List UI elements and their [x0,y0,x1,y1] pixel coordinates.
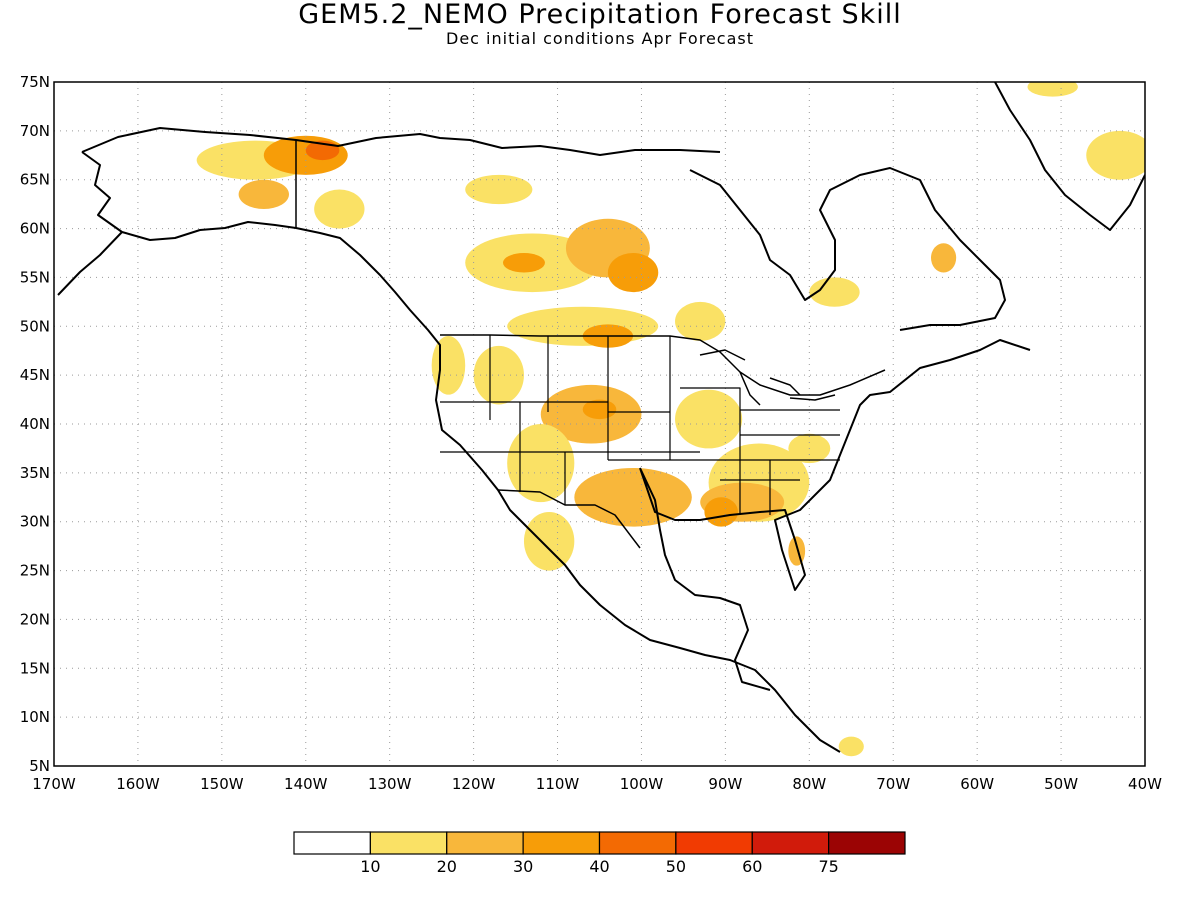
latitude-axis-labels: 75N 70N 65N 60N 55N 50N 45N 40N 35N 30N 25N 20N 15N 1… [20,73,50,775]
skill-region-alberta-core [502,253,545,273]
skill-region-new-mexico-texas [574,467,692,527]
great-lakes [699,349,836,406]
skill-region-caribbean-south [838,736,864,757]
lon-tick-label: 170W [32,775,76,793]
skill-region-alaska-interior [238,179,289,210]
lat-tick-label: 10N [20,708,50,726]
lat-tick-label: 15N [20,659,50,677]
lon-tick-label: 110W [536,775,580,793]
colorbar-label: 40 [589,857,609,876]
colorbar-label: 50 [666,857,686,876]
coastline-aleutians [57,231,123,296]
colorbar-swatch [598,831,677,855]
lat-tick-label: 5N [29,757,50,775]
colorbar-swatch [446,831,524,855]
lon-tick-label: 160W [116,775,160,793]
lon-tick-label: 70W [876,775,910,793]
lon-tick-label: 80W [792,775,826,793]
lat-tick-label: 60N [20,220,50,238]
coastline-greenland [994,82,1145,231]
lat-tick-label: 75N [20,73,50,91]
coastline-gulf-atlantic [639,339,1031,691]
lon-tick-label: 40W [1128,775,1162,793]
map-subtitle: Dec initial conditions Apr Forecast [446,29,754,48]
lon-tick-label: 60W [960,775,994,793]
us-state-lines [440,335,840,515]
coastlines-and-borders [57,82,1145,753]
lat-tick-label: 25N [20,562,50,580]
longitude-axis-labels: 170W 160W 150W 140W 130W 120W 110W 100W 90W 80W 70… [32,775,1162,793]
colorbar-label: 20 [437,857,457,876]
skill-region-greenland-east [1086,130,1145,180]
colorbar-label: 75 [818,857,838,876]
coastline-arctic [81,127,721,156]
skill-region-pacific-northwest [431,336,466,395]
lat-tick-label: 35N [20,464,50,482]
coastline-hudson-bay [689,167,1006,331]
skill-region-louisiana-core [704,497,738,527]
colorbar-label: 10 [360,857,380,876]
map-title: GEM5.2_NEMO Precipitation Forecast Skill [298,0,902,30]
lon-tick-label: 90W [708,775,742,793]
colorbar-swatch [751,831,830,855]
lon-tick-label: 100W [620,775,664,793]
lat-tick-label: 30N [20,513,50,531]
skill-region-midwest [675,389,743,449]
coastline-pacific [81,151,841,753]
lat-tick-label: 70N [20,122,50,140]
lon-tick-label: 140W [284,775,328,793]
colorbar-swatch [293,831,371,855]
lon-tick-label: 130W [368,775,412,793]
colorbar-swatch [675,831,753,855]
skill-region-utah-arizona [507,424,575,503]
skill-region-manitoba-lakes [607,252,659,293]
lat-tick-label: 55N [20,268,50,286]
lat-tick-label: 20N [20,610,50,628]
colorbar-swatch [522,831,601,855]
lon-tick-label: 150W [200,775,244,793]
border-us-mexico [497,489,641,549]
skill-region-florida [788,536,806,566]
lat-tick-label: 65N [20,171,50,189]
skill-region-ontario-west [675,301,726,341]
lon-tick-label: 120W [452,775,496,793]
colorbar-label: 30 [513,857,533,876]
map-frame [53,81,1146,767]
graticule [54,82,1145,766]
lat-tick-label: 40N [20,415,50,433]
skill-region-yukon-south [314,189,365,229]
border-canada-us [440,334,886,396]
lat-tick-label: 50N [20,317,50,335]
colorbar-label: 60 [742,857,762,876]
skill-region-hudson-bay-east [809,277,860,307]
colorbar-swatch [828,831,906,855]
colorbar: 10 20 30 40 50 60 75 [293,831,906,876]
skill-region-mackenzie [465,174,533,205]
lon-tick-label: 50W [1044,775,1078,793]
skill-region-sonora [523,511,575,571]
colorbar-swatch [369,831,448,855]
skill-region-greenland-north [1027,82,1078,97]
lat-tick-label: 45N [20,366,50,384]
skill-region-labrador [930,243,957,273]
